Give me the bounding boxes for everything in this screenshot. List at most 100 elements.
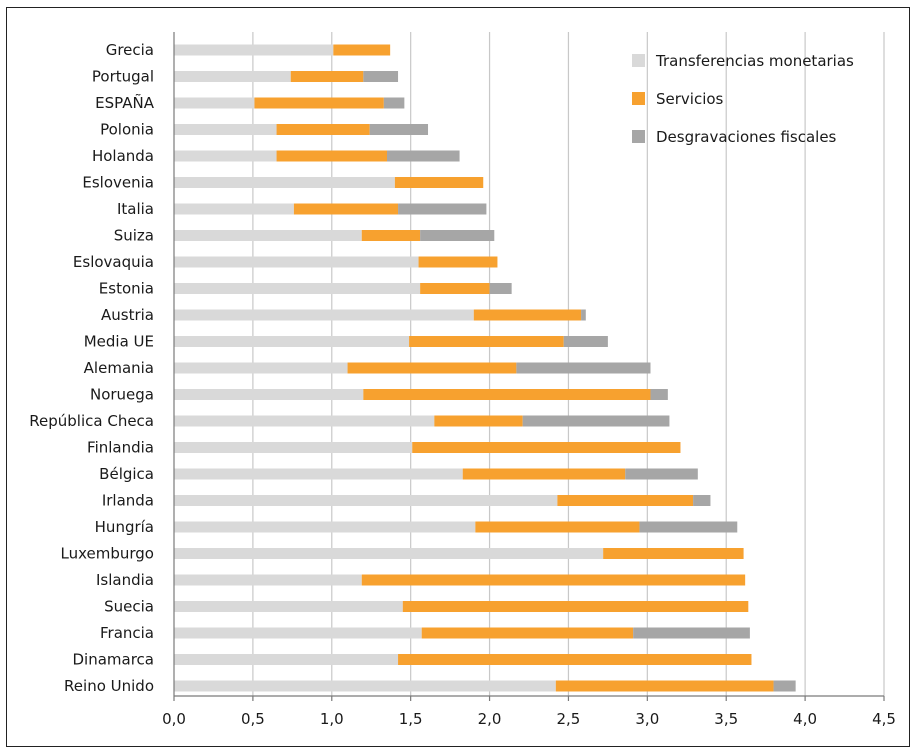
bar-segment <box>174 495 558 506</box>
bar-segment <box>473 309 582 321</box>
category-label: Noruega <box>90 386 154 404</box>
category-label: Hungría <box>95 518 154 536</box>
bar-segment <box>254 97 384 109</box>
bar-segment <box>174 71 291 82</box>
bar-segment <box>333 44 391 56</box>
x-axis: 0,0 0,5 1,0 1,5 2,0 2,5 3,0 3,5 4,0 4,5 <box>162 32 896 728</box>
category-label: Suiza <box>114 227 154 245</box>
bar-segment <box>174 415 435 427</box>
bar-segment <box>174 336 410 347</box>
bar-segment <box>174 521 476 533</box>
x-tick-label: 2,0 <box>478 710 502 728</box>
bar-segment <box>174 309 474 321</box>
category-label: Reino Unido <box>64 677 154 695</box>
category-label: ESPAÑA <box>95 93 155 112</box>
bar-segment <box>475 521 640 533</box>
bar-segment <box>489 283 512 294</box>
bar-segment <box>394 177 484 188</box>
bar-segment <box>174 574 362 586</box>
bar-segment <box>434 415 523 427</box>
bar-segment <box>773 680 796 692</box>
bar-segment <box>418 256 498 268</box>
bar-segment <box>412 442 681 453</box>
x-tick-label: 1,5 <box>399 710 423 728</box>
x-tick-label: 4,5 <box>872 710 896 728</box>
bar-segment <box>522 415 670 427</box>
bar-segment <box>174 654 399 665</box>
bar-segment <box>693 495 711 506</box>
bar-segment <box>387 150 460 162</box>
bar-segment <box>174 256 419 268</box>
x-tick-label: 3,5 <box>714 710 738 728</box>
bar-segment <box>420 283 490 294</box>
bar-segment <box>462 468 626 480</box>
bar-segment <box>363 71 399 82</box>
bar-segment <box>174 150 277 162</box>
bar-segment <box>174 468 463 480</box>
legend-label: Servicios <box>656 90 724 108</box>
bar-segment <box>398 203 487 215</box>
bar-segment <box>625 468 698 480</box>
bar-segment <box>174 203 294 215</box>
category-label: Suecia <box>104 598 154 616</box>
category-label: Eslovaquia <box>73 253 154 271</box>
bar-segment <box>555 680 774 692</box>
bar-segment <box>293 203 399 215</box>
category-label: Finlandia <box>87 439 154 457</box>
legend-swatch <box>632 54 645 67</box>
bar-segment <box>650 389 668 400</box>
bar-segment <box>174 283 421 294</box>
category-label: Francia <box>100 624 154 642</box>
bar-segment <box>174 389 364 400</box>
bar-segment <box>174 177 395 188</box>
category-label: Polonia <box>100 121 154 139</box>
bar-segment <box>633 627 750 639</box>
category-label: República Checa <box>29 412 154 430</box>
bar-segment <box>174 680 556 692</box>
bar-segment <box>174 601 403 612</box>
bar-segment <box>174 548 604 559</box>
bar-segment <box>383 97 405 109</box>
legend-swatch <box>632 130 645 143</box>
bar-segment <box>603 548 744 559</box>
bar-segment <box>516 362 651 374</box>
bar-segment <box>347 362 517 374</box>
category-label: Eslovenia <box>82 174 154 192</box>
bar-segment <box>409 336 564 347</box>
bar-segment <box>174 97 255 109</box>
x-tick-label: 0,0 <box>162 710 186 728</box>
bar-segment <box>421 627 634 639</box>
category-label: Portugal <box>92 68 154 86</box>
category-label: Luxemburgo <box>61 545 155 563</box>
bar-segment <box>363 389 651 400</box>
category-label: Dinamarca <box>73 651 155 669</box>
category-label: Grecia <box>106 41 154 59</box>
bar-segment <box>174 442 413 453</box>
legend-label: Transferencias monetarias <box>655 52 854 70</box>
x-tick-label: 0,5 <box>241 710 265 728</box>
bar-segment <box>174 362 348 374</box>
category-label: Austria <box>101 306 154 324</box>
bar-segment <box>581 309 586 321</box>
bar-segment <box>174 230 362 241</box>
category-label: Irlanda <box>102 492 154 510</box>
legend-swatch <box>632 92 645 105</box>
bar-segment <box>361 230 421 241</box>
bar-segment <box>369 124 429 135</box>
category-label: Bélgica <box>99 465 154 483</box>
x-tick-label: 2,5 <box>557 710 581 728</box>
bar-segment <box>290 71 364 82</box>
category-label: Holanda <box>92 147 154 165</box>
bar-segment <box>402 601 749 612</box>
x-tick-label: 1,0 <box>320 710 344 728</box>
category-label: Media UE <box>84 333 154 351</box>
category-label: Islandia <box>96 571 154 589</box>
category-label: Estonia <box>99 280 154 298</box>
legend: Transferencias monetarias Servicios Desgra… <box>632 52 854 146</box>
bar-segment <box>420 230 495 241</box>
category-label: Italia <box>117 200 154 218</box>
bar-segment <box>276 124 370 135</box>
bar-segment <box>563 336 608 347</box>
x-tick-label: 3,0 <box>635 710 659 728</box>
